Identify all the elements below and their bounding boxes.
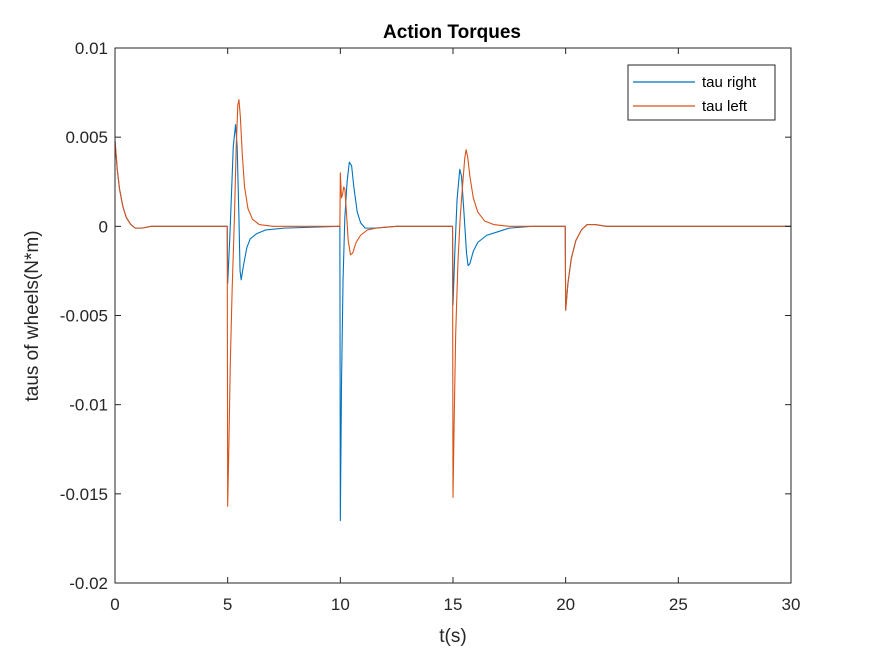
x-tick-label: 25 [669, 595, 688, 614]
y-tick-label: 0.005 [65, 128, 108, 147]
legend-label-tau-right: tau right [702, 74, 757, 91]
x-tick-label: 15 [444, 595, 463, 614]
chart-title: Action Torques [383, 22, 521, 43]
series-line-tau-right [114, 124, 791, 522]
series-layer [114, 99, 791, 522]
y-tick-label: -0.015 [60, 485, 108, 504]
legend: tau right tau left [627, 64, 776, 121]
legend-label-tau-left: tau left [702, 98, 748, 115]
x-tick-label: 10 [331, 595, 350, 614]
y-tick-label: 0.01 [75, 39, 108, 58]
y-tick-label: -0.005 [60, 307, 108, 326]
legend-box [627, 64, 776, 121]
ticks-layer: 0 5 10 15 20 25 30 0.01 0.005 0 -0.005 -0.01 -0.015 -… [60, 39, 801, 614]
x-tick-label: 30 [782, 595, 801, 614]
x-tick-label: 0 [110, 595, 119, 614]
y-axis-title: taus of wheels(N*m) [22, 230, 43, 401]
x-tick-label: 20 [556, 595, 575, 614]
y-tick-label: 0 [99, 217, 108, 236]
y-tick-label: -0.01 [69, 396, 108, 415]
x-axis-title: t(s) [439, 626, 466, 647]
y-tick-label: -0.02 [69, 574, 108, 593]
x-tick-label: 5 [223, 595, 232, 614]
series-line-tau-left [114, 99, 791, 507]
